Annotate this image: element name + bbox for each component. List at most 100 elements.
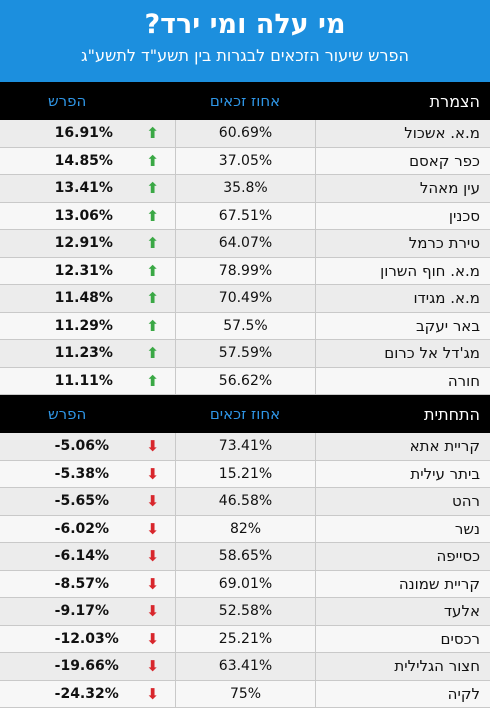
difference-cell: 14.85%⬆ [0, 152, 175, 170]
eligibility-percent: 58.65% [175, 543, 316, 570]
town-name: לקיה [315, 681, 490, 708]
arrow-up-icon: ⬆ [143, 289, 163, 307]
eligibility-percent: 69.01% [175, 571, 316, 598]
eligibility-percent: 75% [175, 681, 316, 708]
difference-cell: 11.48%⬆ [0, 289, 175, 307]
town-name: כסייפה [315, 543, 490, 570]
eligibility-percent: 78.99% [175, 258, 316, 285]
top-section-header: הצמרת אחוז זכאים הפרש [0, 82, 490, 120]
diff-column-header: הפרש [0, 405, 175, 423]
eligibility-percent: 73.41% [175, 433, 316, 460]
arrow-up-icon: ⬆ [143, 344, 163, 362]
difference-cell: -6.14%⬇ [0, 547, 175, 565]
difference-value: 11.29% [55, 318, 125, 334]
town-name: קריית אתא [315, 433, 490, 460]
eligibility-percent: 60.69% [175, 120, 316, 147]
arrow-up-icon: ⬆ [143, 152, 163, 170]
difference-value: -6.14% [55, 548, 125, 564]
difference-value: 13.41% [55, 180, 125, 196]
difference-cell: -5.38% ⬇ [0, 465, 175, 483]
difference-cell: -8.57%⬇ [0, 575, 175, 593]
town-name: חורה [315, 368, 490, 395]
difference-cell: -9.17% ⬇ [0, 602, 175, 620]
town-name: כפר קאסם [315, 148, 490, 175]
eligibility-percent: 25.21% [175, 626, 316, 653]
difference-cell: 13.41% ⬆ [0, 179, 175, 197]
arrow-up-icon: ⬆ [143, 179, 163, 197]
town-name: נשר [315, 516, 490, 543]
difference-cell: 12.91%⬆ [0, 234, 175, 252]
town-name: מ.א. חוף השרון [315, 258, 490, 285]
town-name: מ.א. מגידו [315, 285, 490, 312]
eligibility-percent: 67.51% [175, 203, 316, 230]
difference-value: -19.66% [55, 658, 125, 674]
difference-value: 12.31% [55, 263, 125, 279]
diff-column-header: הפרש [0, 92, 175, 110]
difference-value: -5.38% [55, 466, 125, 482]
town-name: טירת כרמל [315, 230, 490, 257]
bottom-section-label: התחתית [315, 405, 490, 424]
arrow-down-icon: ⬇ [143, 685, 163, 703]
eligibility-percent: 15.21% [175, 461, 316, 488]
town-name: ביתר עילית [315, 461, 490, 488]
town-name: מג'דל אל כרום [315, 340, 490, 367]
difference-cell: 13.06% ⬆ [0, 207, 175, 225]
eligibility-percent: 64.07% [175, 230, 316, 257]
difference-value: -9.17% [55, 603, 125, 619]
difference-cell: -12.03%⬇ [0, 630, 175, 648]
eligibility-percent: 63.41% [175, 653, 316, 680]
eligibility-percent: 57.5% [175, 313, 316, 340]
difference-value: -5.06% [55, 438, 125, 454]
difference-value: 12.91% [55, 235, 125, 251]
difference-value: -12.03% [55, 631, 125, 647]
page-title: מי עלה ומי ירד? [0, 8, 490, 42]
eligibility-percent: 82% [175, 516, 316, 543]
difference-value: -24.32% [55, 686, 125, 702]
arrow-up-icon: ⬆ [143, 262, 163, 280]
pct-column-header: אחוז זכאים [175, 92, 315, 110]
bottom-section-header: התחתית אחוז זכאים הפרש [0, 395, 490, 433]
arrow-down-icon: ⬇ [143, 492, 163, 510]
eligibility-percent: 56.62% [175, 368, 316, 395]
difference-value: -6.02% [55, 521, 125, 537]
arrow-down-icon: ⬇ [143, 575, 163, 593]
arrow-down-icon: ⬇ [143, 520, 163, 538]
arrow-up-icon: ⬆ [143, 317, 163, 335]
difference-cell: 16.91%⬆ [0, 124, 175, 142]
town-name: באר יעקב [315, 313, 490, 340]
difference-cell: -5.65% ⬇ [0, 492, 175, 510]
town-name: רכסים [315, 626, 490, 653]
difference-value: -5.65% [55, 493, 125, 509]
eligibility-percent: 70.49% [175, 285, 316, 312]
arrow-up-icon: ⬆ [143, 372, 163, 390]
top-section-label: הצמרת [315, 92, 490, 111]
town-name: קריית שמונה [315, 571, 490, 598]
town-name: מ.א. אשכול [315, 120, 490, 147]
difference-cell: 11.23% ⬆ [0, 344, 175, 362]
difference-value: 11.23% [55, 345, 125, 361]
arrow-down-icon: ⬇ [143, 602, 163, 620]
arrow-down-icon: ⬇ [143, 465, 163, 483]
arrow-up-icon: ⬆ [143, 207, 163, 225]
difference-value: 13.06% [55, 208, 125, 224]
eligibility-percent: 35.8% [175, 175, 316, 202]
town-name: אלעד [315, 598, 490, 625]
arrow-down-icon: ⬇ [143, 657, 163, 675]
header: מי עלה ומי ירד? הפרש שיעור הזכאים לבגרות… [0, 0, 490, 82]
